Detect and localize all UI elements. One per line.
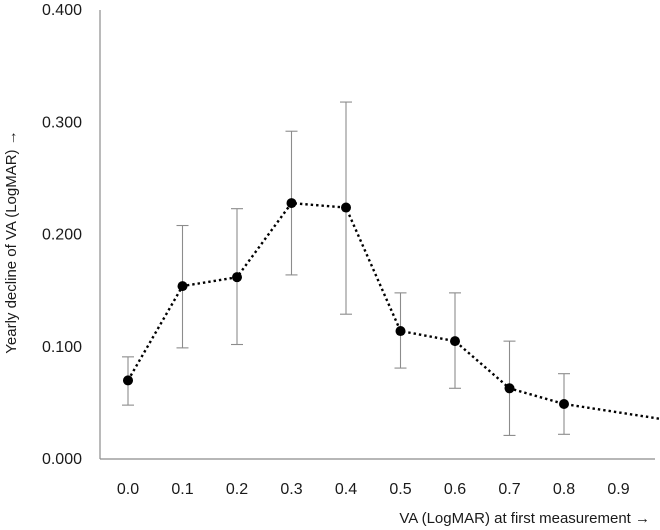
data-point (450, 336, 460, 347)
x-tick-label: 0.9 (607, 481, 629, 498)
data-point (559, 398, 569, 409)
data-point (504, 383, 515, 394)
series-polyline (126, 201, 660, 421)
x-tick-label: 0.2 (226, 481, 248, 498)
x-axis-title: VA (LogMAR) at first measurement → (399, 510, 650, 527)
y-tick-label: 0.000 (42, 451, 82, 468)
data-point (286, 198, 297, 209)
x-tick-label: 0.6 (444, 481, 466, 498)
data-point (123, 375, 133, 386)
x-tick-label: 0.7 (498, 481, 520, 498)
y-tick-label: 0.200 (42, 227, 82, 244)
series-markers (123, 198, 569, 409)
y-axis-title: Yearly decline of VA (LogMAR) → (3, 130, 20, 353)
axes (99, 10, 655, 460)
x-tick-label: 0.8 (553, 481, 575, 498)
data-point (232, 272, 242, 283)
y-tick-label: 0.100 (42, 339, 82, 356)
x-tick-label: 0.0 (117, 481, 139, 498)
x-tick-label: 0.4 (335, 481, 357, 498)
data-point (395, 326, 406, 337)
y-tick-label: 0.300 (42, 114, 82, 131)
data-point (177, 281, 188, 292)
x-tick-label: 0.3 (280, 481, 302, 498)
y-tick-label: 0.400 (42, 2, 82, 19)
x-tick-label: 0.1 (171, 481, 193, 498)
x-tick-label: 0.5 (389, 481, 411, 498)
tick-labels: 0.000 0.100 0.200 0.300 0.400 0.0 0.1 0.2 0.3 0.4… (42, 2, 630, 498)
data-point (341, 202, 351, 213)
error-bars (122, 101, 570, 436)
series-line (126, 201, 660, 421)
